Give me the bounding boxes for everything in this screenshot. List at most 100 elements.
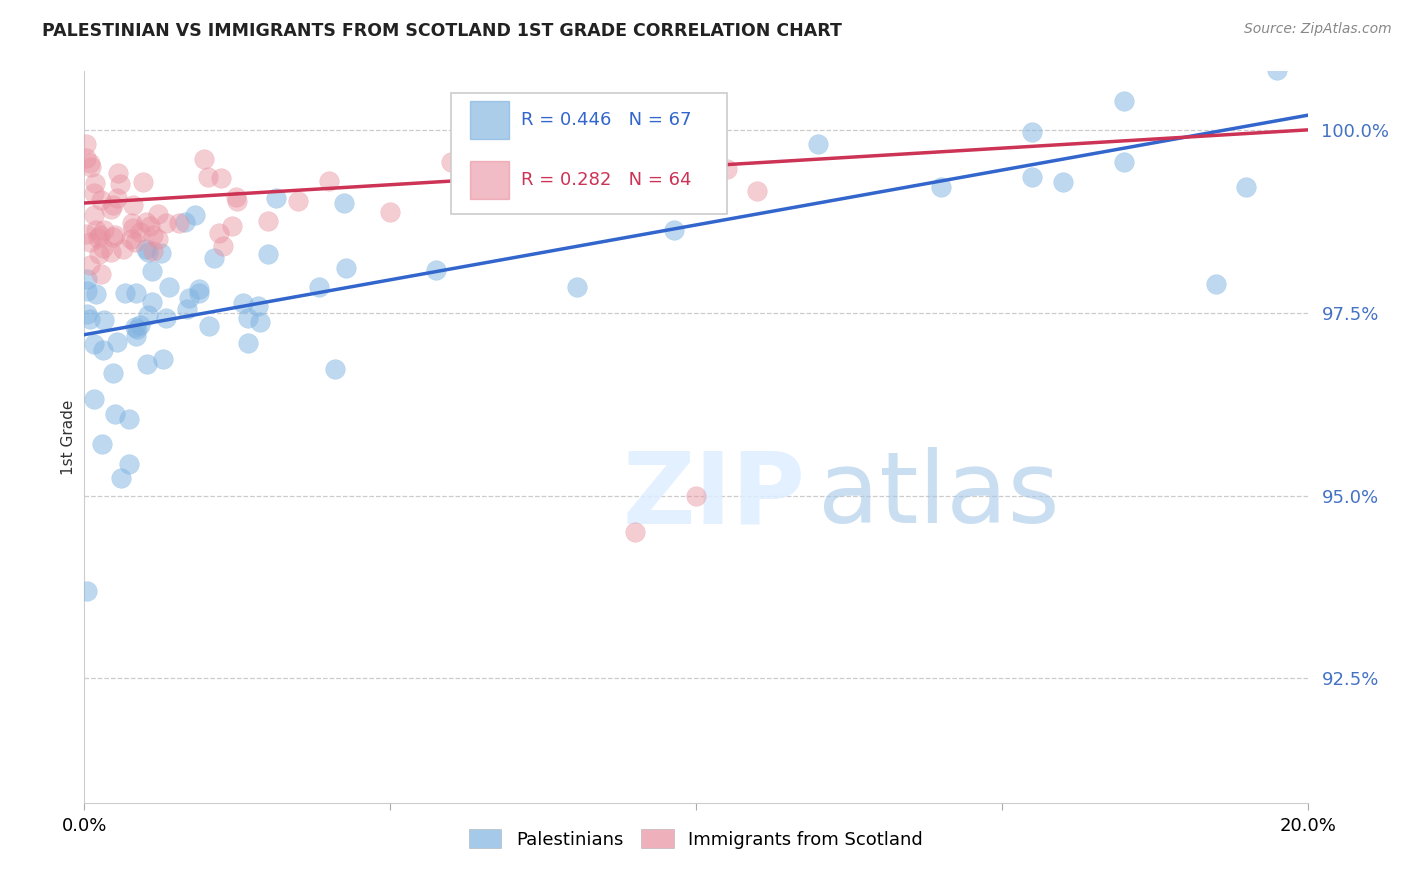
Legend: Palestinians, Immigrants from Scotland: Palestinians, Immigrants from Scotland xyxy=(461,822,931,856)
Point xyxy=(1236,180,1258,194)
Point xyxy=(232,296,254,310)
Point xyxy=(1205,277,1227,292)
Point xyxy=(221,219,243,233)
Point xyxy=(236,335,259,350)
Point xyxy=(257,246,280,260)
Point xyxy=(103,197,125,211)
Point xyxy=(83,186,105,200)
Point xyxy=(155,311,177,326)
Point xyxy=(148,232,170,246)
Point xyxy=(142,244,165,259)
Point xyxy=(157,279,180,293)
Point xyxy=(136,308,159,322)
Point xyxy=(135,242,157,256)
Point xyxy=(87,247,110,261)
Point xyxy=(212,239,235,253)
Point xyxy=(79,258,101,272)
Point xyxy=(141,264,163,278)
Point xyxy=(287,194,309,208)
Point xyxy=(1021,170,1043,185)
Point xyxy=(146,207,169,221)
Point xyxy=(332,196,354,211)
Point xyxy=(177,292,200,306)
Point xyxy=(308,280,330,294)
Point xyxy=(139,219,162,233)
Point xyxy=(208,226,231,240)
Point xyxy=(167,216,190,230)
Point xyxy=(104,407,127,421)
Point xyxy=(152,351,174,366)
Point xyxy=(83,208,105,222)
Point xyxy=(129,225,152,239)
Point xyxy=(91,343,114,357)
Point xyxy=(75,136,97,151)
Point xyxy=(89,228,111,243)
Point xyxy=(122,198,145,212)
Point xyxy=(685,489,707,503)
Point xyxy=(125,322,148,336)
Point xyxy=(440,155,463,169)
Point xyxy=(197,169,219,184)
Text: atlas: atlas xyxy=(818,447,1060,544)
Point xyxy=(124,235,146,250)
Point xyxy=(380,205,402,219)
Point xyxy=(225,194,247,208)
Point xyxy=(80,160,103,174)
Point xyxy=(136,357,159,371)
Point xyxy=(176,301,198,316)
Point xyxy=(1265,63,1288,78)
Point xyxy=(93,223,115,237)
Point xyxy=(257,214,280,228)
Point xyxy=(929,180,952,194)
Point xyxy=(209,170,232,185)
Point xyxy=(188,285,211,300)
Point xyxy=(529,145,551,159)
Point xyxy=(335,260,357,275)
Point xyxy=(90,268,112,282)
Point xyxy=(246,299,269,313)
Point xyxy=(141,294,163,309)
Point xyxy=(87,231,110,245)
FancyBboxPatch shape xyxy=(451,94,727,214)
Point xyxy=(100,245,122,260)
Point xyxy=(183,207,205,221)
Point xyxy=(79,235,101,250)
Text: PALESTINIAN VS IMMIGRANTS FROM SCOTLAND 1ST GRADE CORRELATION CHART: PALESTINIAN VS IMMIGRANTS FROM SCOTLAND … xyxy=(42,22,842,40)
Point xyxy=(90,193,112,207)
Point xyxy=(75,151,97,165)
Point xyxy=(128,318,150,333)
Point xyxy=(93,313,115,327)
Point xyxy=(249,315,271,329)
Point xyxy=(807,136,830,151)
Point xyxy=(100,202,122,217)
Point xyxy=(121,216,143,230)
Point xyxy=(105,191,128,205)
Point xyxy=(83,176,105,190)
Point xyxy=(83,392,105,407)
Point xyxy=(138,244,160,259)
Point xyxy=(135,215,157,229)
Point xyxy=(83,337,105,351)
Point xyxy=(118,457,141,471)
Point xyxy=(120,232,142,246)
Point xyxy=(110,470,132,484)
Point xyxy=(614,190,637,204)
Point xyxy=(318,174,340,188)
Point xyxy=(84,286,107,301)
Point xyxy=(79,156,101,170)
Point xyxy=(132,175,155,189)
Point xyxy=(624,525,647,540)
Point xyxy=(125,286,148,301)
Point xyxy=(104,227,127,242)
Point xyxy=(425,263,447,277)
Point xyxy=(747,184,769,198)
Point xyxy=(236,310,259,325)
Point xyxy=(202,252,225,266)
Point xyxy=(112,242,135,256)
Point xyxy=(101,230,124,244)
Point xyxy=(1114,94,1136,108)
Text: R = 0.446   N = 67: R = 0.446 N = 67 xyxy=(522,111,692,128)
Point xyxy=(90,437,112,451)
Point xyxy=(76,584,98,599)
Point xyxy=(155,216,177,230)
